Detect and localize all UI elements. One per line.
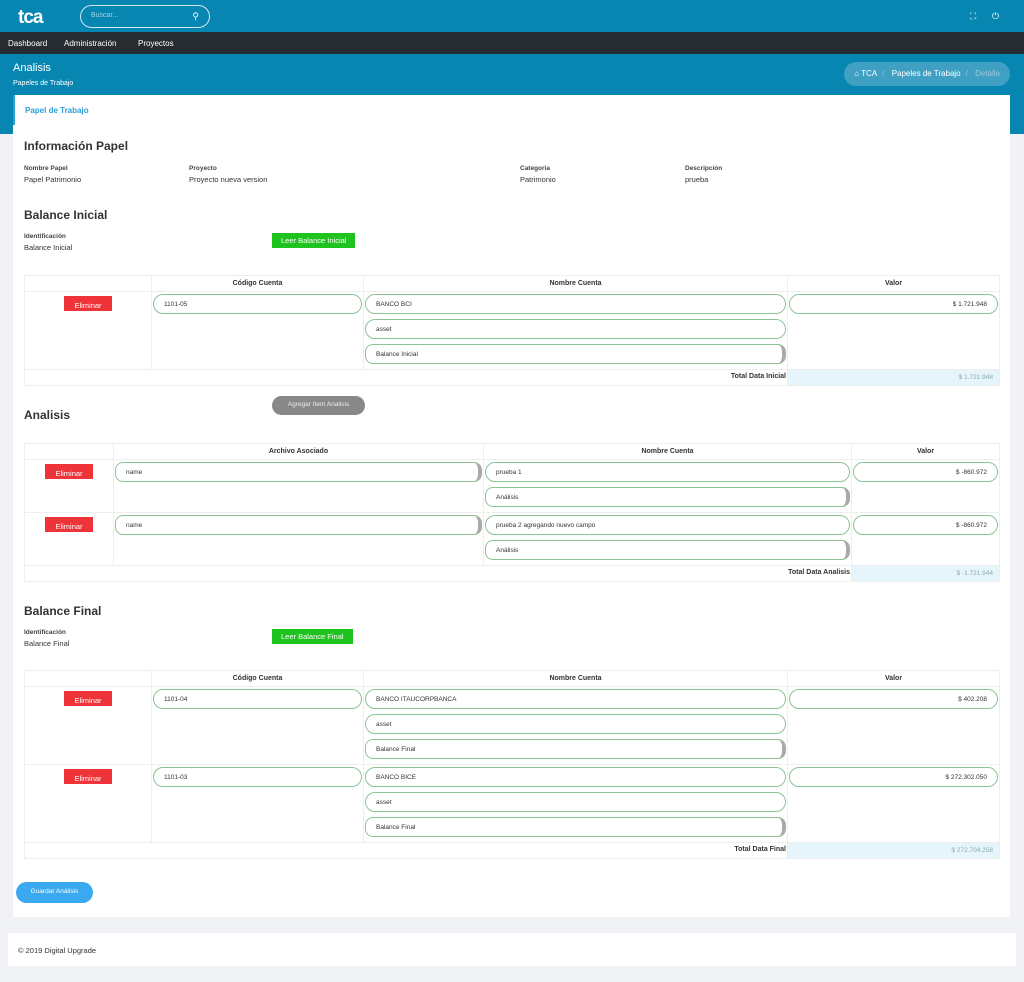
- page-subtitle: Papeles de Trabajo: [13, 80, 74, 87]
- logo[interactable]: tca: [18, 7, 43, 28]
- nombre-input[interactable]: BANCO BCI: [365, 294, 786, 314]
- nombre-input[interactable]: prueba 1: [485, 462, 850, 482]
- col-header: [24, 670, 152, 687]
- tipo-select[interactable]: Análisis: [485, 540, 850, 560]
- total-label: Total Data Final: [24, 842, 788, 859]
- id-value: Balance Inicial: [24, 243, 73, 252]
- col-header: Valor: [787, 670, 1000, 687]
- power-icon[interactable]: ⏻: [992, 11, 1000, 21]
- balance-inicial-table: Código Cuenta Nombre Cuenta Valor Eliminar…: [24, 275, 1000, 386]
- search-input[interactable]: Buscar... ⚲: [80, 5, 210, 28]
- field-value: Papel Patrimonio: [24, 175, 82, 184]
- id-value: Balance Final: [24, 639, 70, 648]
- valor-input[interactable]: $ 272.302.050: [789, 767, 998, 787]
- tipo-select[interactable]: Balance Inicial: [365, 344, 786, 364]
- archivo-select[interactable]: name: [115, 462, 482, 482]
- main-nav: Dashboard Administración Proyectos: [0, 32, 1024, 54]
- archivo-select[interactable]: name: [115, 515, 482, 535]
- nav-proyectos[interactable]: Proyectos: [138, 39, 174, 48]
- eliminar-button[interactable]: Eliminar: [45, 517, 93, 532]
- table-row: Eliminar 1101-04 BANCO ITAUCORPBANCA asse…: [24, 686, 1000, 765]
- page-title: Analisis: [13, 62, 51, 74]
- balance-final-table: Código Cuenta Nombre Cuenta Valor Eliminar…: [24, 670, 1000, 859]
- tipo-select[interactable]: Análisis: [485, 487, 850, 507]
- table-row: Eliminar 1101-05 BANCO BCI asset Balance I…: [24, 291, 1000, 370]
- eliminar-button[interactable]: Eliminar: [64, 691, 112, 706]
- search-placeholder: Buscar...: [91, 12, 119, 19]
- leer-balance-final-button[interactable]: Leer Balance Final: [272, 629, 353, 644]
- total-value: $ -1.721.944: [851, 565, 1000, 582]
- col-header: [24, 275, 152, 292]
- col-header: Valor: [787, 275, 1000, 292]
- field-label: Nombre Papel: [24, 165, 68, 172]
- id-label: Identificación: [24, 629, 66, 636]
- agregar-item-button[interactable]: Agregar Item Analisis: [272, 396, 365, 415]
- guardar-analisis-button[interactable]: Guardar Análisis: [16, 882, 93, 903]
- total-label: Total Data Inicial: [24, 369, 788, 386]
- field-value: prueba: [685, 175, 709, 184]
- tipo-select[interactable]: Balance Final: [365, 739, 786, 759]
- main-card: Papel de Trabajo Información Papel Nombr…: [13, 95, 1010, 917]
- col-header: Nombre Cuenta: [483, 443, 852, 460]
- total-label: Total Data Analisis: [24, 565, 852, 582]
- search-icon[interactable]: ⚲: [192, 11, 199, 21]
- nav-dashboard[interactable]: Dashboard: [8, 39, 48, 48]
- info-title: Información Papel: [24, 139, 129, 153]
- valor-input[interactable]: $ 402.208: [789, 689, 998, 709]
- breadcrumb-tca[interactable]: TCA: [861, 69, 878, 78]
- eliminar-button[interactable]: Eliminar: [64, 296, 112, 311]
- valor-input[interactable]: $ -860.972: [853, 515, 998, 535]
- nombre-input[interactable]: BANCO ITAUCORPBANCA: [365, 689, 786, 709]
- field-value: Patrimonio: [520, 175, 556, 184]
- breadcrumb-papeles[interactable]: Papeles de Trabajo: [891, 69, 961, 78]
- field-value: Proyecto nueva version: [189, 175, 268, 184]
- top-bar: tca Buscar... ⚲ ⛶ ⏻: [0, 0, 1024, 32]
- id-label: Identificación: [24, 233, 66, 240]
- valor-input[interactable]: $ -860.972: [853, 462, 998, 482]
- analisis-table: Archivo Asociado Nombre Cuenta Valor Elimi…: [24, 443, 1000, 582]
- fullscreen-icon[interactable]: ⛶: [970, 11, 977, 21]
- nav-administracion[interactable]: Administración: [64, 39, 117, 48]
- codigo-input[interactable]: 1101-05: [153, 294, 362, 314]
- field-label: Descripción: [685, 165, 723, 172]
- total-value: $ 1.721.948: [787, 369, 1000, 386]
- codigo-input[interactable]: 1101-04: [153, 689, 362, 709]
- col-header: Valor: [851, 443, 1000, 460]
- codigo-input[interactable]: 1101-03: [153, 767, 362, 787]
- eliminar-button[interactable]: Eliminar: [45, 464, 93, 479]
- balance-inicial-title: Balance Inicial: [24, 208, 108, 222]
- breadcrumb-detalle: Detalle: [975, 69, 1000, 78]
- analisis-title: Analisis: [24, 408, 71, 422]
- breadcrumb: ⌂ TCA / Papeles de Trabajo / Detalle: [844, 62, 1010, 86]
- eliminar-button[interactable]: Eliminar: [64, 769, 112, 784]
- table-row: Eliminar 1101-03 BANCO BICE asset Balance …: [24, 764, 1000, 843]
- col-header: Nombre Cuenta: [363, 275, 788, 292]
- tipo-select[interactable]: Balance Final: [365, 817, 786, 837]
- tipo-input[interactable]: asset: [365, 792, 786, 812]
- leer-balance-inicial-button[interactable]: Leer Balance Inicial: [272, 233, 356, 248]
- field-label: Categoria: [520, 165, 550, 172]
- tipo-input[interactable]: asset: [365, 714, 786, 734]
- nombre-input[interactable]: BANCO BICE: [365, 767, 786, 787]
- col-header: Nombre Cuenta: [363, 670, 788, 687]
- valor-input[interactable]: $ 1.721.948: [789, 294, 998, 314]
- nombre-input[interactable]: prueba 2 agregando nuevo campo: [485, 515, 850, 535]
- tipo-input[interactable]: asset: [365, 319, 786, 339]
- total-value: $ 272.704.258: [787, 842, 1000, 859]
- col-header: [24, 443, 114, 460]
- card-title: Papel de Trabajo: [13, 95, 1010, 125]
- table-row: Eliminar name prueba 1 Análisis $ -860.97…: [24, 459, 1000, 513]
- home-icon: ⌂: [854, 69, 860, 78]
- col-header: Archivo Asociado: [113, 443, 484, 460]
- col-header: Código Cuenta: [151, 275, 364, 292]
- field-label: Proyecto: [189, 165, 217, 172]
- col-header: Código Cuenta: [151, 670, 364, 687]
- balance-final-title: Balance Final: [24, 604, 102, 618]
- footer: © 2019 Digital Upgrade: [8, 933, 1016, 966]
- table-row: Eliminar name prueba 2 agregando nuevo c…: [24, 512, 1000, 566]
